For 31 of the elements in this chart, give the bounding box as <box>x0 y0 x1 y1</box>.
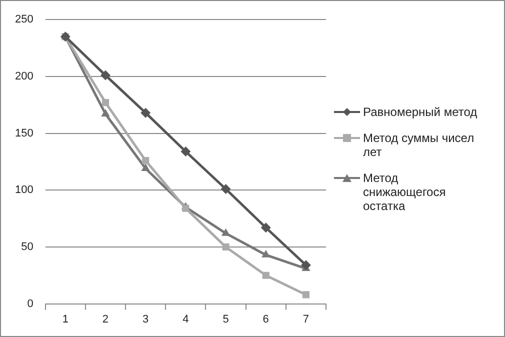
legend-label: Равномерный метод <box>363 105 478 119</box>
x-tick-label: 6 <box>262 313 269 326</box>
point <box>141 164 150 172</box>
y-tick-label: 200 <box>14 70 34 82</box>
x-tick-label: 2 <box>102 313 109 326</box>
x-tick-label: 1 <box>62 313 68 326</box>
point <box>262 250 270 258</box>
point <box>182 204 190 212</box>
point <box>142 157 150 164</box>
point <box>220 184 231 194</box>
y-tick-label: 150 <box>14 127 34 140</box>
point <box>101 108 110 116</box>
y-tick-label: 50 <box>21 240 34 253</box>
point <box>260 222 271 233</box>
point <box>100 70 110 80</box>
point <box>102 99 110 106</box>
x-tick-label: 7 <box>302 313 310 326</box>
x-tick-label: 5 <box>222 313 229 326</box>
legend-label: Метод снижающегося остатка <box>363 171 447 213</box>
y-tick-label: 0 <box>27 298 34 310</box>
point <box>300 260 311 270</box>
y-tick-label: 250 <box>14 14 34 26</box>
point <box>222 243 230 250</box>
x-tick-label: 3 <box>142 313 149 326</box>
point <box>302 291 310 298</box>
point <box>180 146 191 156</box>
point <box>262 272 270 279</box>
y-tick-label: 100 <box>14 184 34 196</box>
point <box>140 108 151 118</box>
x-tick-label: 4 <box>182 313 189 326</box>
legend-label: Метод суммы чисел лет <box>363 131 476 159</box>
